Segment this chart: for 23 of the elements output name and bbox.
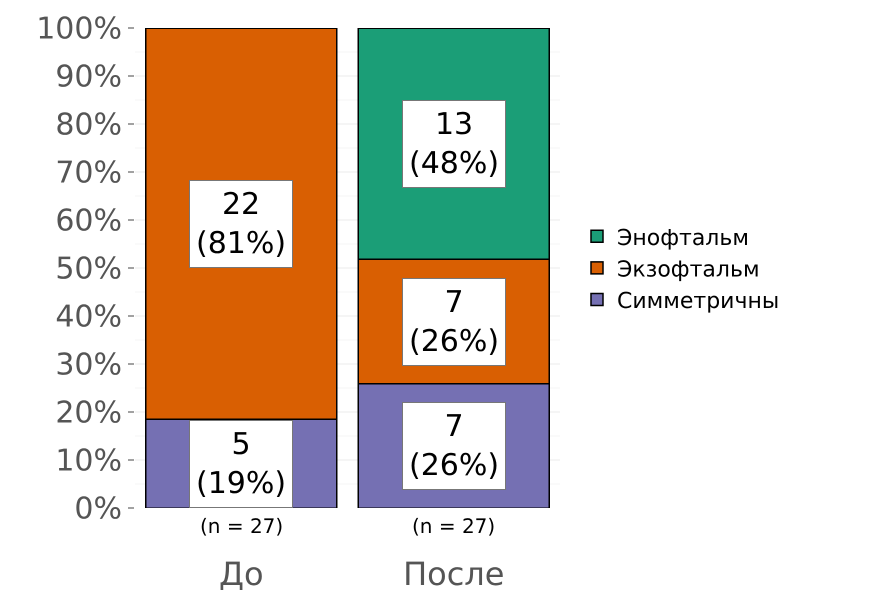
y-tick-label: 50% xyxy=(55,252,122,286)
y-tick-label: 80% xyxy=(55,108,122,142)
legend-label: Экзофтальм xyxy=(617,257,760,282)
y-tick-label: 90% xyxy=(55,60,122,94)
y-tick-label: 30% xyxy=(55,348,122,382)
y-tick-label: 70% xyxy=(55,156,122,190)
data-label: 5 (19%) xyxy=(196,427,286,501)
y-tick-label: 60% xyxy=(55,204,122,238)
legend-label: Энофтальм xyxy=(617,226,749,251)
data-label: 22 (81%) xyxy=(196,187,286,261)
x-tick-label: После xyxy=(403,555,504,593)
data-label: 7 (26%) xyxy=(409,409,500,483)
y-tick-label: 20% xyxy=(55,396,122,430)
x-tick-label: До xyxy=(218,555,264,593)
text: (n = 27) xyxy=(200,514,284,538)
y-tick-label: 100% xyxy=(36,12,122,46)
text: (n = 27) xyxy=(412,514,496,538)
data-label: 13 (48%) xyxy=(409,107,500,181)
y-tick-label: 40% xyxy=(55,300,122,334)
data-label: 7 (26%) xyxy=(409,285,500,359)
y-tick-label: 0% xyxy=(74,492,122,526)
legend-label: Симметричны xyxy=(617,289,780,314)
y-tick-label: 10% xyxy=(55,444,122,478)
